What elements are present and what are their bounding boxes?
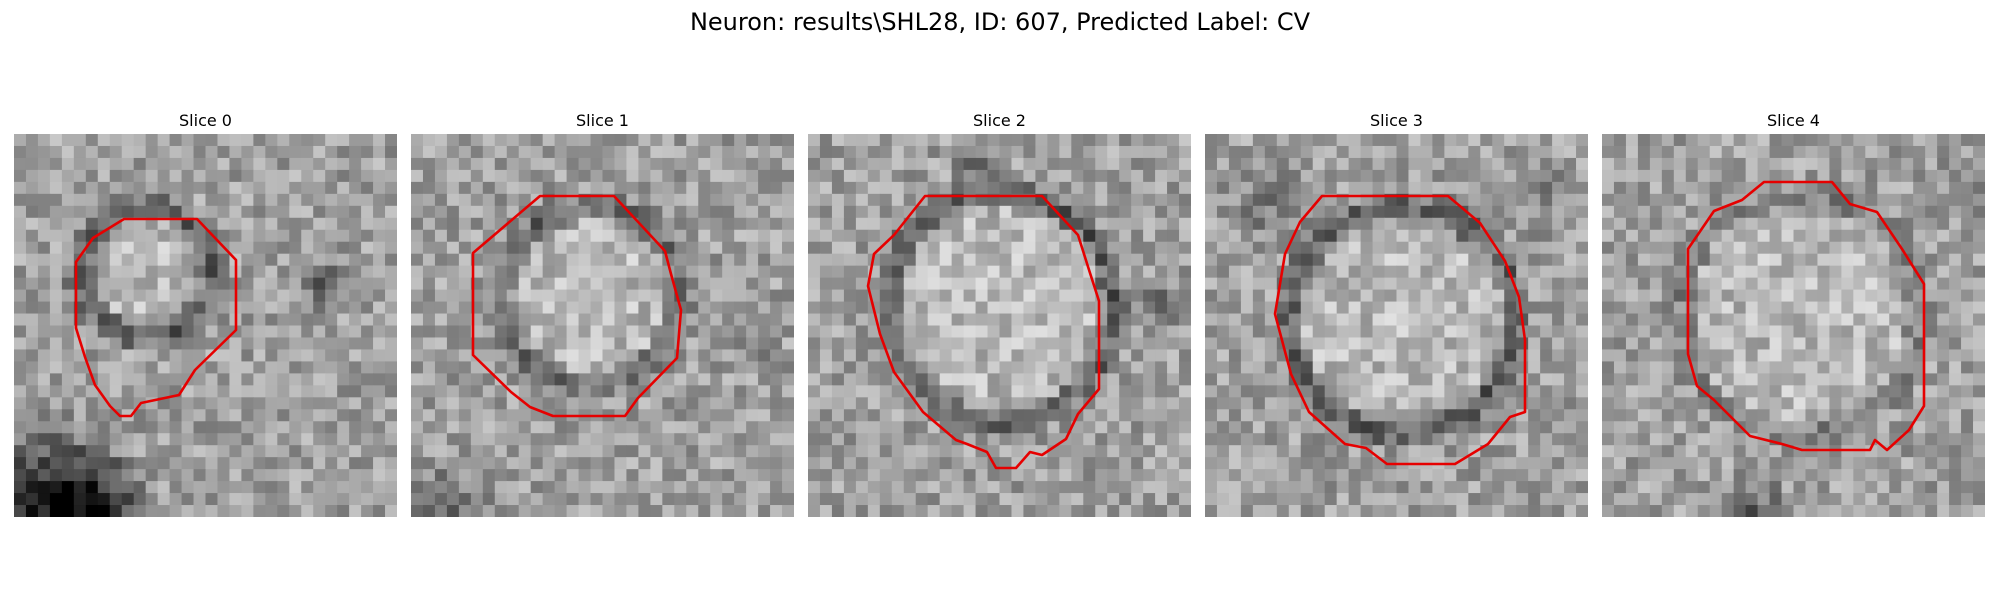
slice-0-contour [74,217,238,418]
slice-0-panel [14,134,397,517]
slice-4-pixels [1602,134,1985,517]
figure-title: Neuron: results\SHL28, ID: 607, Predicte… [689,8,1311,36]
slice-4-panel [1602,134,1985,517]
slice-1-pixels [411,134,794,517]
slice-4-image [1602,134,1985,517]
slice-1-panel [411,134,794,517]
slice-0-title: Slice 0 [179,111,232,130]
slice-0-image [14,134,397,517]
slice-4-contour [1686,180,1926,452]
slice-3-contour [1273,194,1527,466]
slice-2-panel [808,134,1191,517]
slice-2-pixels [808,134,1191,517]
slice-3-title: Slice 3 [1370,111,1423,130]
slice-2-title: Slice 2 [973,111,1026,130]
slice-3-panel [1205,134,1588,517]
slice-1-image [411,134,794,517]
slice-1-title: Slice 1 [576,111,629,130]
slice-2-contour [866,194,1101,470]
slice-4-title: Slice 4 [1767,111,1820,130]
slice-2-image [808,134,1191,517]
slice-1-contour [471,194,683,418]
slice-0-pixels [14,134,397,517]
slice-3-pixels [1205,134,1588,517]
slice-3-image [1205,134,1588,517]
